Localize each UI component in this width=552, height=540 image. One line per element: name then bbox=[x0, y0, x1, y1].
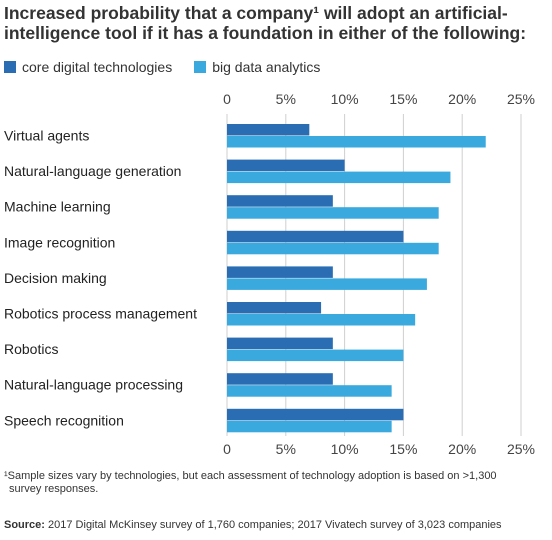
x-tick-bottom-2: 10% bbox=[331, 441, 359, 457]
source-text: 2017 Digital McKinsey survey of 1,760 co… bbox=[44, 519, 502, 531]
legend: core digital technologies big data analy… bbox=[4, 58, 342, 76]
bar-bigdata-0 bbox=[227, 136, 486, 148]
x-tick-bottom-3: 15% bbox=[389, 441, 417, 457]
x-tick-top-4: 20% bbox=[448, 91, 476, 107]
category-label-4: Decision making bbox=[4, 270, 107, 286]
legend-item-core: core digital technologies bbox=[4, 59, 172, 75]
footnote: ¹Sample sizes vary by technologies, but … bbox=[4, 470, 544, 496]
category-label-6: Robotics bbox=[4, 341, 58, 357]
x-tick-bottom-5: 25% bbox=[507, 441, 535, 457]
legend-item-bigdata: big data analytics bbox=[194, 59, 320, 75]
source-note: Source: 2017 Digital McKinsey survey of … bbox=[4, 519, 548, 531]
bar-core-1 bbox=[227, 159, 345, 172]
bar-core-2 bbox=[227, 195, 333, 207]
category-label-1: Natural-language generation bbox=[4, 163, 181, 179]
source-label: Source: bbox=[4, 519, 45, 531]
x-tick-bottom-0: 0 bbox=[223, 441, 231, 457]
category-label-0: Virtual agents bbox=[4, 128, 89, 144]
bar-bigdata-6 bbox=[227, 349, 404, 362]
title-line-1: Increased probability that a company¹ wi… bbox=[4, 3, 508, 23]
x-tick-top-0: 0 bbox=[223, 91, 231, 107]
bar-core-4 bbox=[227, 266, 333, 278]
bar-core-6 bbox=[227, 337, 333, 350]
x-tick-top-3: 15% bbox=[389, 91, 417, 107]
legend-label-bigdata: big data analytics bbox=[212, 59, 321, 75]
category-label-2: Machine learning bbox=[4, 199, 111, 215]
category-label-3: Image recognition bbox=[4, 234, 115, 250]
x-tick-top-2: 10% bbox=[331, 91, 359, 107]
x-tick-bottom-4: 20% bbox=[448, 441, 476, 457]
bar-bigdata-7 bbox=[227, 385, 392, 397]
bar-bigdata-3 bbox=[227, 242, 439, 255]
bar-chart: 0 0 5% 5% 10% 10% 15% 15% 20% 20% 25% 25% Virtual ag… bbox=[4, 91, 535, 457]
footnote-line-1: ¹Sample sizes vary by technologies, but … bbox=[4, 470, 497, 482]
bar-core-8 bbox=[227, 408, 404, 421]
legend-label-core: core digital technologies bbox=[22, 59, 173, 75]
bar-bigdata-5 bbox=[227, 314, 416, 326]
category-label-8: Speech recognition bbox=[4, 412, 124, 428]
bar-core-5 bbox=[227, 302, 322, 314]
bar-bigdata-1 bbox=[227, 171, 451, 184]
chart-title: Increased probability that a company¹ wi… bbox=[4, 3, 544, 43]
legend-swatch-bigdata bbox=[194, 61, 207, 73]
x-tick-top-5: 25% bbox=[507, 91, 535, 107]
category-label-7: Natural-language processing bbox=[4, 377, 183, 393]
category-label-5: Robotics process management bbox=[4, 306, 197, 322]
title-line-2: intelligence tool if it has a foundation… bbox=[4, 23, 527, 43]
footnote-line-2: survey responses. bbox=[9, 483, 99, 495]
bar-core-7 bbox=[227, 373, 333, 385]
legend-swatch-core bbox=[4, 61, 16, 73]
bar-core-3 bbox=[227, 230, 404, 243]
x-tick-top-1: 5% bbox=[276, 91, 296, 107]
bar-bigdata-4 bbox=[227, 278, 427, 290]
bar-bigdata-2 bbox=[227, 207, 439, 219]
bar-bigdata-8 bbox=[227, 420, 392, 433]
x-tick-bottom-1: 5% bbox=[276, 441, 296, 457]
bar-core-0 bbox=[227, 124, 310, 136]
